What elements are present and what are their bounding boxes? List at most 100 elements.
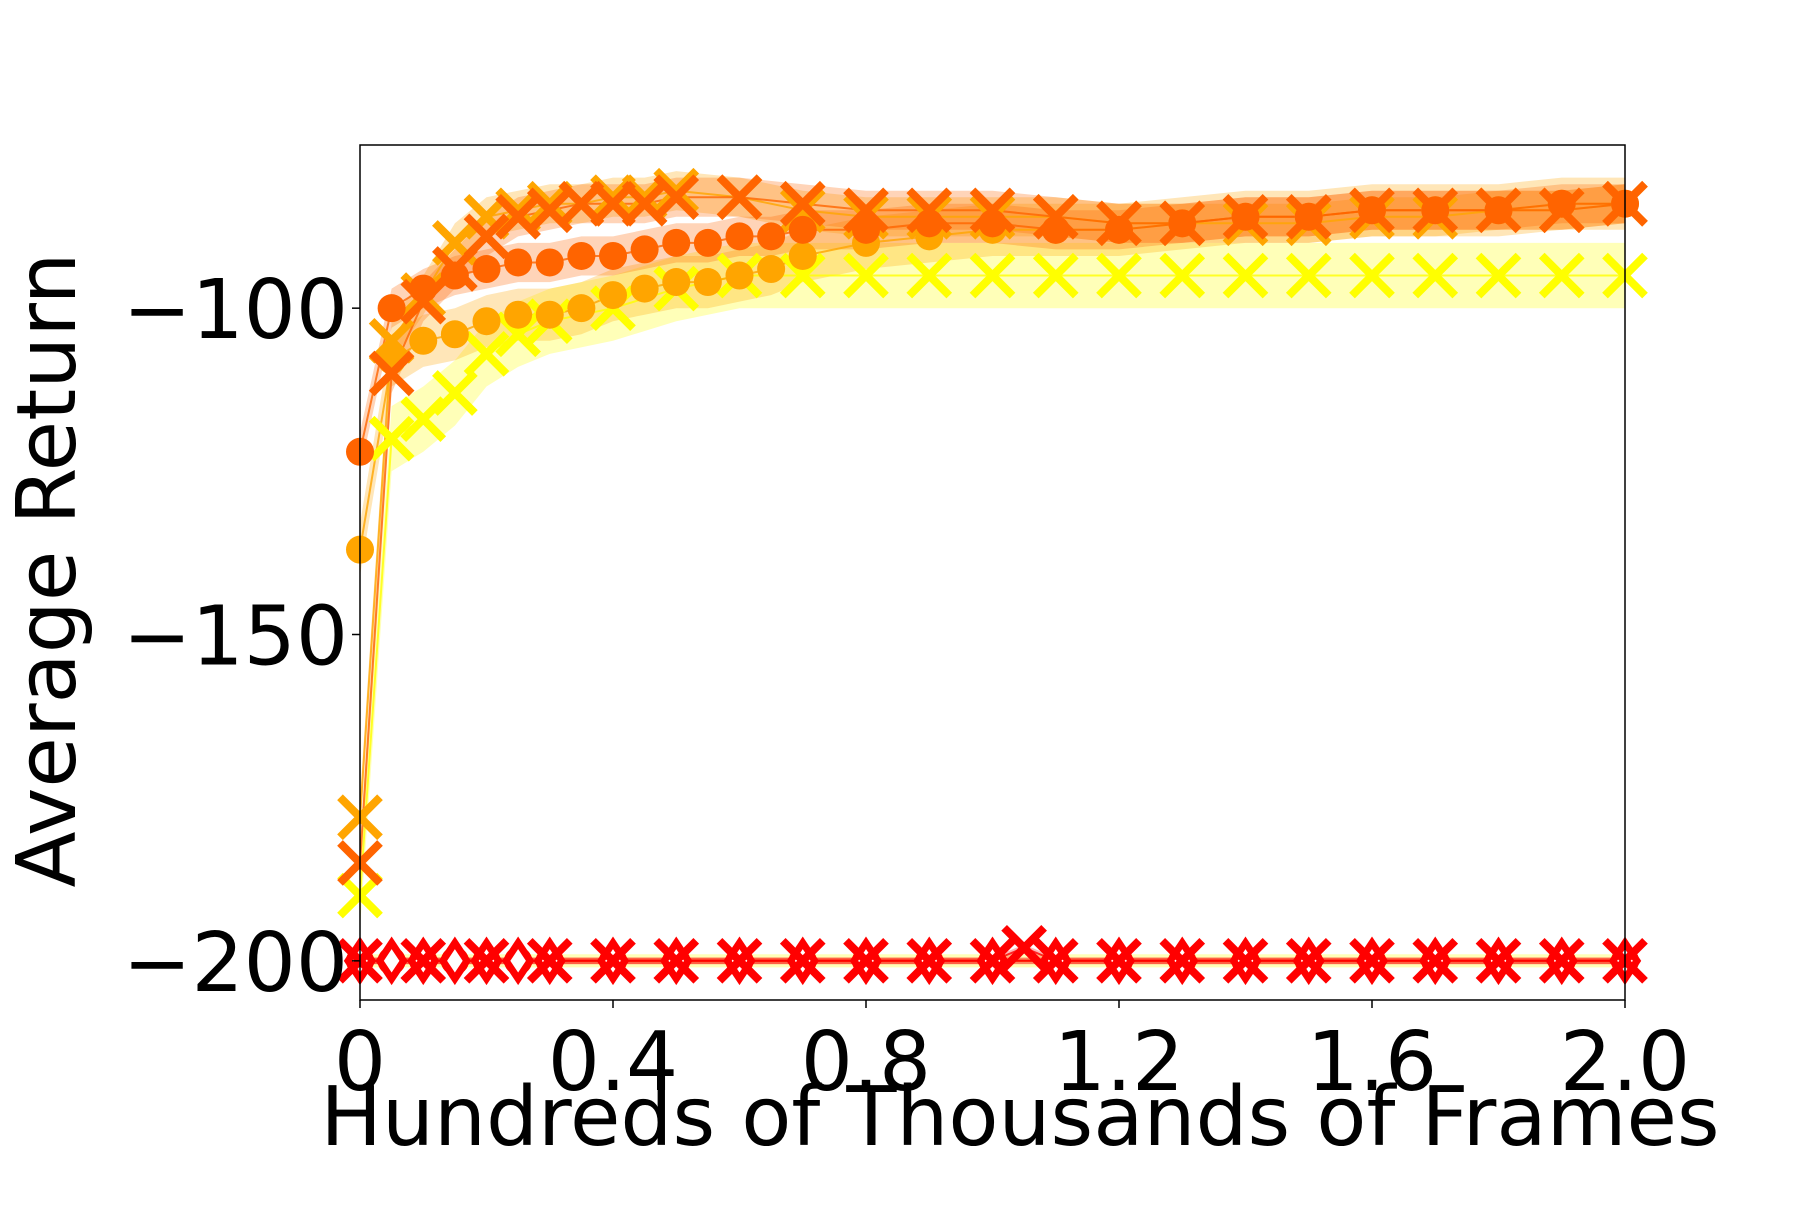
series-2-marker	[725, 261, 754, 290]
series-0-marker	[906, 252, 953, 299]
x-tick-label: 0	[334, 1015, 386, 1110]
series-4-marker	[693, 228, 722, 257]
series-4-marker	[1547, 189, 1576, 218]
series-0-marker	[495, 311, 541, 358]
series-2-marker	[472, 307, 501, 336]
plot-background	[360, 145, 1625, 1000]
y-tick-label: −200	[123, 916, 348, 1011]
series-4-marker	[504, 248, 533, 277]
series-2-marker	[409, 326, 438, 355]
y-axis-label: Average Return	[0, 253, 95, 888]
series-8-marker	[653, 938, 700, 984]
series-8-marker	[969, 938, 1016, 984]
series-0-marker	[1412, 252, 1459, 299]
series-8-marker	[1475, 938, 1522, 984]
series-8-marker	[716, 938, 763, 984]
series-5-marker	[843, 187, 889, 234]
series-8-marker	[1001, 924, 1047, 971]
x-tick-label: 2.0	[1560, 1015, 1690, 1110]
series-markers	[337, 167, 1648, 986]
series-0-marker	[779, 252, 826, 299]
y-axis-ticks: −100 −150 −200	[123, 263, 360, 1011]
series-8-marker	[906, 938, 953, 984]
series-5-marker	[1349, 187, 1395, 234]
series-8-marker	[843, 938, 889, 984]
series-4-marker	[630, 235, 659, 264]
series-5-marker	[1096, 200, 1142, 247]
series-0-marker	[368, 415, 415, 462]
series-8-marker	[526, 938, 573, 984]
series-4-marker	[1105, 215, 1133, 244]
series-4-marker	[377, 294, 406, 323]
x-tick-label: 1.2	[1054, 1015, 1184, 1110]
series-4-marker	[725, 222, 754, 251]
series-0-marker	[1222, 252, 1269, 299]
series-0-marker	[463, 331, 510, 377]
series-3-marker	[779, 187, 826, 234]
series-5-marker	[1475, 187, 1522, 234]
series-5-marker	[906, 187, 953, 234]
series-2-marker	[662, 268, 691, 297]
series-8-marker	[1412, 938, 1459, 984]
plot-frame	[359, 144, 1626, 1001]
x-tick-label: 1.6	[1307, 1015, 1437, 1110]
series-5-band	[360, 177, 1625, 883]
y-tick-label: −150	[123, 590, 348, 685]
series-8-marker	[463, 938, 510, 984]
series-8-marker	[1032, 938, 1079, 984]
series-8-marker	[1159, 938, 1206, 984]
series-8-marker	[400, 938, 447, 984]
series-5-marker	[1222, 193, 1269, 240]
series-0-marker	[1538, 252, 1585, 299]
series-8-marker	[590, 938, 636, 984]
series-4-marker	[599, 241, 627, 270]
x-axis-label: Hundreds of Thousands of Frames	[320, 1070, 1719, 1165]
series-5-marker	[1285, 193, 1332, 240]
series-8-marker	[1349, 938, 1395, 984]
series-5-marker	[779, 180, 826, 227]
series-0-marker	[843, 252, 889, 299]
series-8-marker	[1285, 938, 1332, 984]
series-4-marker	[757, 222, 786, 251]
series-8-marker	[1538, 938, 1585, 984]
series-4-marker	[567, 241, 596, 270]
series-5-marker	[1032, 193, 1079, 240]
series-7-marker	[501, 936, 535, 986]
series-7-marker	[438, 936, 472, 986]
x-tick-label: 0.8	[801, 1015, 931, 1110]
series-2-marker	[788, 241, 817, 270]
series-0-marker	[432, 370, 478, 416]
series-7-marker	[375, 936, 408, 986]
series-2-marker	[757, 255, 786, 284]
series-0-marker	[1159, 252, 1206, 299]
series-0-marker	[1096, 252, 1142, 299]
series-8-line	[360, 946, 1625, 962]
series-4-marker	[662, 228, 691, 257]
series-2-marker	[599, 281, 627, 310]
x-axis-ticks: 0 0.4 0.8 1.2 1.6 2.0	[334, 1000, 1690, 1110]
series-3-marker	[368, 317, 415, 364]
y-tick-label: −100	[123, 263, 348, 358]
series-5-marker	[1538, 187, 1585, 234]
series-2-marker	[567, 294, 596, 323]
series-5-marker	[716, 174, 763, 221]
series-2-marker	[535, 300, 564, 329]
series-5-marker	[368, 350, 415, 397]
series-5-marker	[1159, 200, 1206, 247]
series-5-marker	[463, 213, 510, 260]
series-5-marker	[653, 174, 700, 221]
series-8-marker	[1222, 938, 1269, 984]
series-8-marker	[779, 938, 826, 984]
series-5-marker	[1412, 187, 1459, 234]
series-2-marker	[630, 274, 659, 303]
series-3-marker	[653, 167, 700, 214]
series-2-marker	[504, 300, 533, 329]
x-tick-label: 0.4	[548, 1015, 678, 1110]
series-4-marker	[440, 261, 469, 290]
series-4-marker	[472, 255, 501, 284]
series-4-marker	[535, 248, 564, 277]
series-2-marker	[693, 268, 722, 297]
series-5-marker	[969, 187, 1016, 234]
series-0-marker	[1475, 252, 1522, 299]
